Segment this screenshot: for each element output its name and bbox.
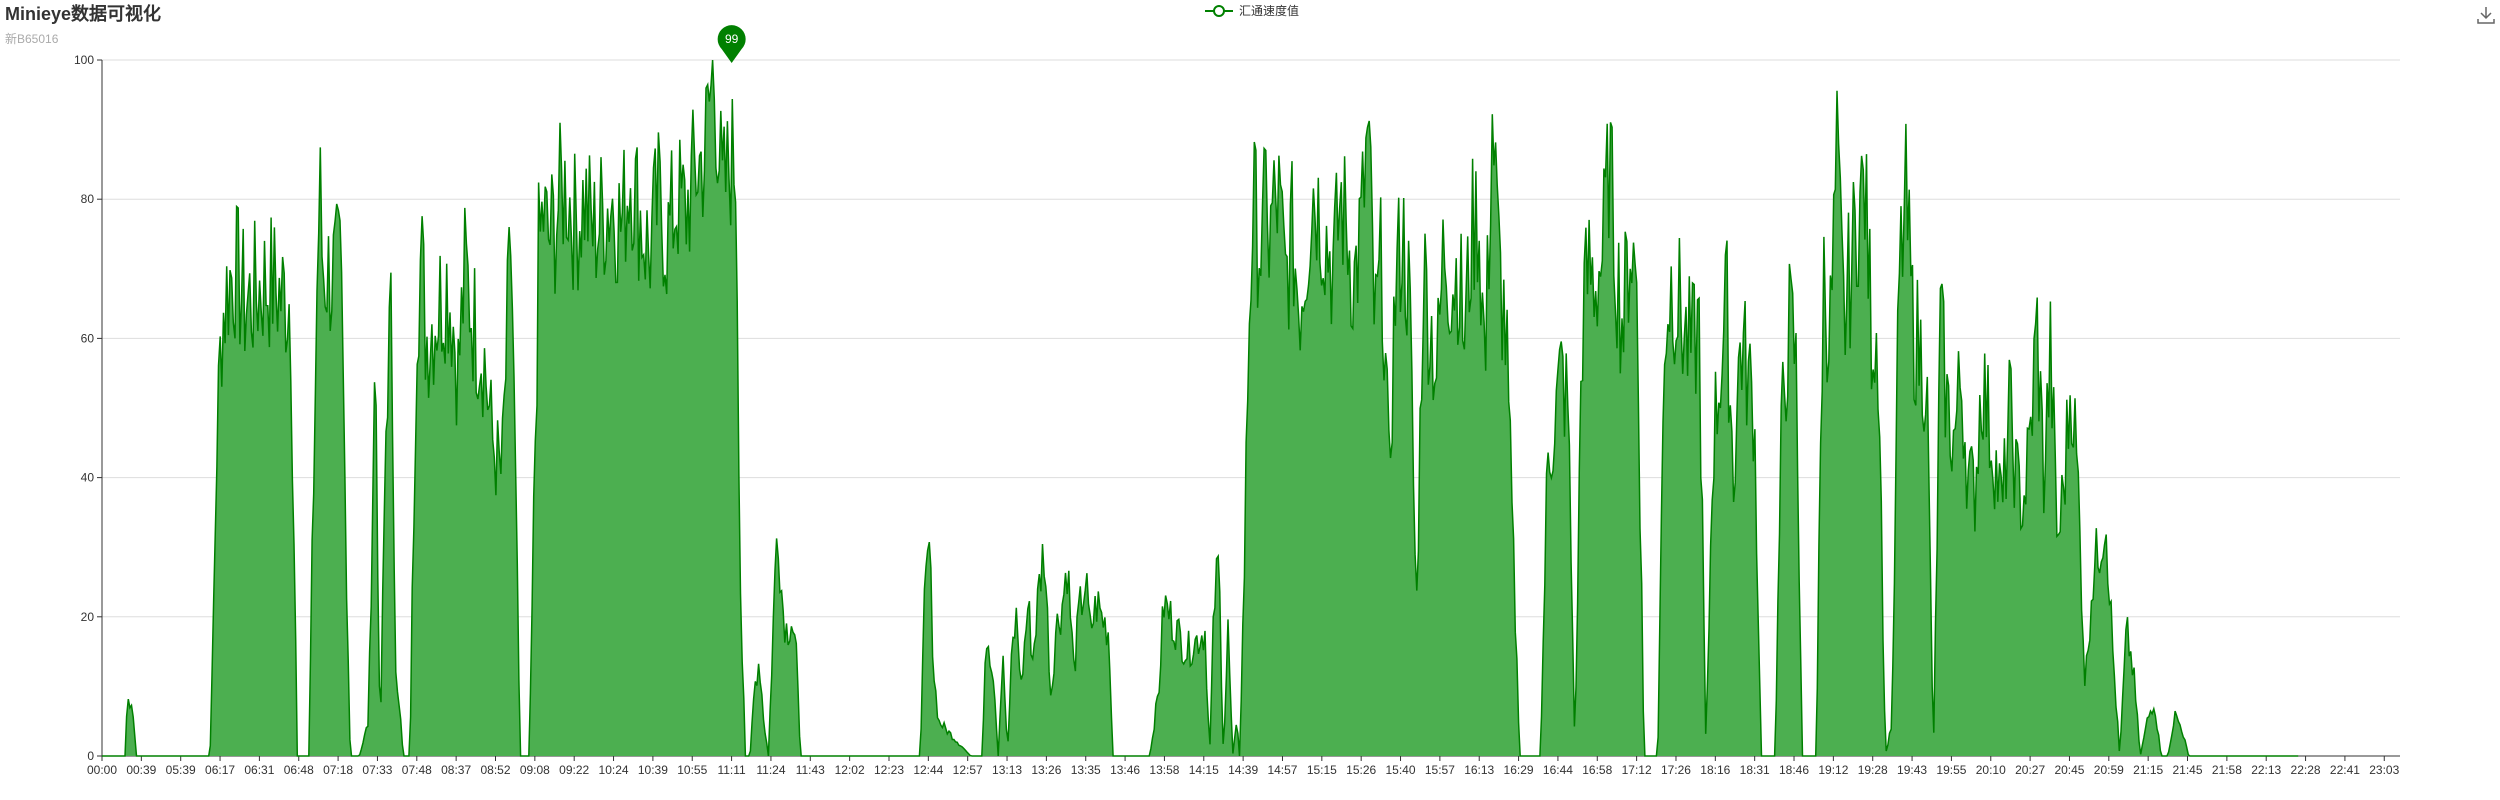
x-tick-label: 13:35 — [1071, 763, 1101, 777]
max-marker-pin[interactable] — [717, 25, 746, 63]
x-tick-label: 13:13 — [992, 763, 1022, 777]
speed-area — [102, 60, 2299, 756]
x-tick-label: 15:40 — [1386, 763, 1416, 777]
x-tick-label: 05:39 — [166, 763, 196, 777]
x-tick-label: 11:24 — [756, 763, 785, 777]
x-tick-label: 20:45 — [2054, 763, 2084, 777]
legend-label: 汇通速度值 — [1239, 4, 1300, 18]
x-tick-label: 08:37 — [441, 763, 471, 777]
x-tick-label: 19:12 — [1818, 763, 1848, 777]
x-tick-label: 20:59 — [2094, 763, 2124, 777]
x-tick-label: 17:12 — [1622, 763, 1652, 777]
x-tick-label: 15:57 — [1425, 763, 1455, 777]
x-tick-label: 18:46 — [1779, 763, 1809, 777]
x-tick-label: 16:58 — [1582, 763, 1612, 777]
y-tick-label: 0 — [87, 749, 94, 763]
x-tick-label: 10:24 — [599, 763, 629, 777]
legend[interactable]: 汇通速度值 — [1205, 2, 1299, 19]
x-tick-label: 17:26 — [1661, 763, 1691, 777]
chart-subtitle: 新B65016 — [5, 32, 59, 46]
x-tick-label: 07:18 — [323, 763, 353, 777]
x-tick-label: 13:46 — [1110, 763, 1140, 777]
x-tick-label: 19:55 — [1936, 763, 1966, 777]
x-tick-label: 13:26 — [1031, 763, 1061, 777]
y-tick-label: 100 — [74, 53, 94, 67]
x-tick-label: 14:39 — [1228, 763, 1258, 777]
legend-marker-icon — [1205, 4, 1233, 17]
x-tick-label: 12:02 — [835, 763, 865, 777]
x-tick-label: 06:17 — [205, 763, 235, 777]
x-tick-label: 16:29 — [1504, 763, 1534, 777]
max-marker-label: 99 — [725, 32, 739, 46]
x-tick-label: 13:58 — [1149, 763, 1179, 777]
x-tick-label: 09:08 — [520, 763, 550, 777]
x-tick-label: 22:41 — [2330, 763, 2360, 777]
x-tick-label: 09:22 — [559, 763, 589, 777]
x-tick-label: 22:28 — [2291, 763, 2321, 777]
x-tick-label: 12:44 — [913, 763, 943, 777]
x-tick-label: 22:13 — [2251, 763, 2281, 777]
x-tick-label: 16:44 — [1543, 763, 1573, 777]
x-tick-label: 11:43 — [796, 763, 825, 777]
speed-series-line — [102, 59, 2299, 757]
download-icon[interactable] — [2475, 4, 2497, 26]
x-tick-label: 14:57 — [1267, 763, 1297, 777]
y-tick-label: 60 — [81, 331, 95, 345]
x-tick-label: 23:03 — [2369, 763, 2399, 777]
x-tick-label: 20:27 — [2015, 763, 2045, 777]
x-tick-label: 21:15 — [2133, 763, 2163, 777]
x-tick-label: 07:33 — [362, 763, 392, 777]
x-tick-label: 07:48 — [402, 763, 432, 777]
x-tick-label: 19:28 — [1858, 763, 1888, 777]
x-tick-label: 08:52 — [480, 763, 510, 777]
x-tick-label: 10:39 — [638, 763, 668, 777]
x-tick-label: 06:31 — [244, 763, 274, 777]
x-tick-label: 19:43 — [1897, 763, 1927, 777]
x-tick-label: 12:57 — [953, 763, 983, 777]
x-tick-label: 15:26 — [1346, 763, 1376, 777]
x-tick-label: 18:31 — [1740, 763, 1770, 777]
x-tick-label: 12:23 — [874, 763, 904, 777]
x-tick-label: 15:15 — [1307, 763, 1337, 777]
x-tick-label: 00:00 — [87, 763, 117, 777]
x-tick-label: 10:55 — [677, 763, 707, 777]
x-tick-label: 16:13 — [1464, 763, 1494, 777]
x-tick-label: 14:15 — [1189, 763, 1219, 777]
x-tick-label: 21:45 — [2172, 763, 2202, 777]
x-tick-label: 06:48 — [284, 763, 314, 777]
x-tick-label: 20:10 — [1976, 763, 2006, 777]
x-tick-label: 21:58 — [2212, 763, 2242, 777]
y-tick-label: 80 — [81, 192, 95, 206]
y-tick-label: 20 — [81, 610, 95, 624]
y-tick-label: 40 — [81, 471, 95, 485]
chart-title: Minieye数据可视化 — [5, 4, 162, 24]
x-tick-label: 00:39 — [126, 763, 156, 777]
x-tick-label: 11:11 — [717, 763, 746, 777]
x-tick-label: 18:16 — [1700, 763, 1730, 777]
